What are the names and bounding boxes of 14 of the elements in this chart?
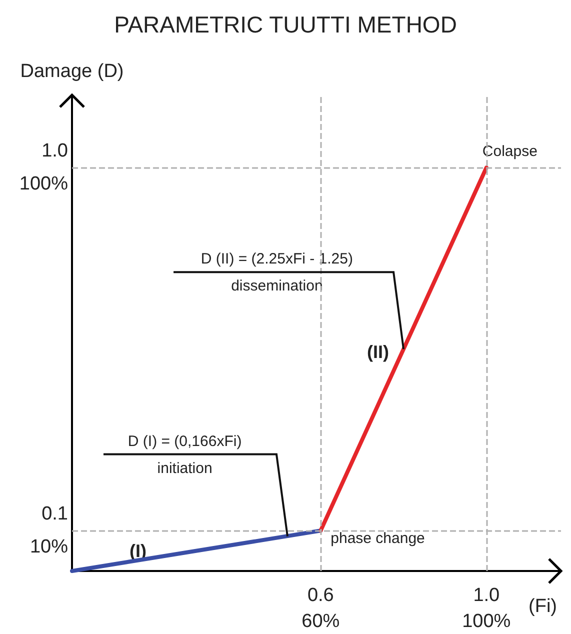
x2-tick-label: 60% [302, 611, 340, 632]
x2-tick-label: 100% [462, 611, 511, 632]
annotation: phase change [330, 530, 425, 548]
chart-title: PARAMETRIC TUUTTI METHOD [114, 12, 457, 38]
annotation: D (II) = (2.25xFi - 1.25) dissemination [200, 250, 353, 295]
annotation: D (I) = (0,166xFi) initiation [128, 432, 242, 477]
y-tick-label: 0.1 [42, 504, 68, 525]
annotation: (II) [367, 342, 389, 362]
x-axis-title: (Fi) [528, 596, 557, 617]
x-tick-label: 0.6 [307, 585, 334, 606]
y2-tick-label: 100% [19, 174, 68, 195]
y2-tick-label: 10% [30, 536, 68, 558]
annotation: Colapse [482, 143, 538, 160]
y-axis-title: Damage (D) [20, 61, 124, 82]
